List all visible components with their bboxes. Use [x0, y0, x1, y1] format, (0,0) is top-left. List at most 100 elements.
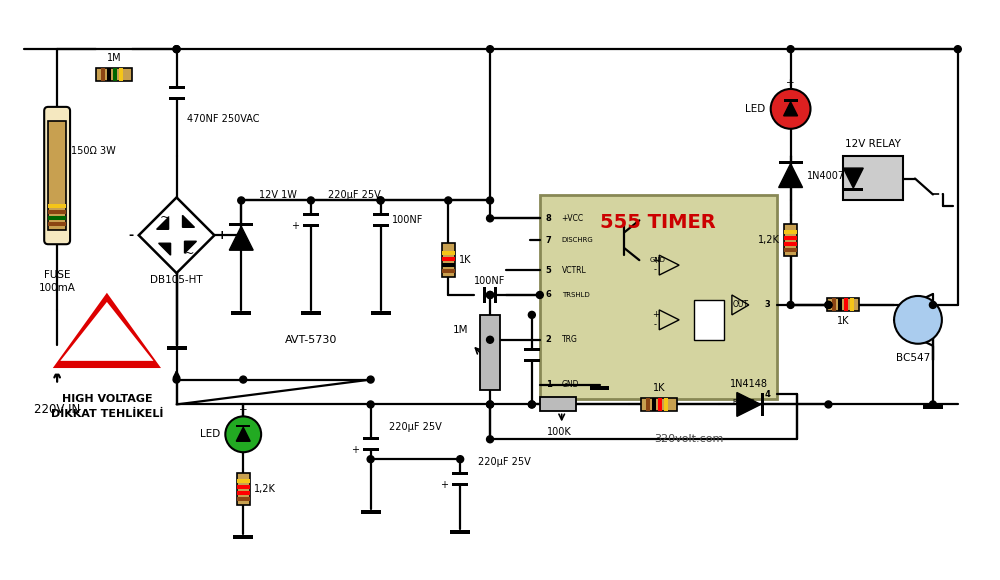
Bar	[363, 437, 379, 440]
Text: 100K: 100K	[547, 427, 572, 437]
Bar	[694, 300, 724, 340]
Bar	[48, 121, 66, 230]
Bar	[779, 161, 803, 164]
Circle shape	[238, 197, 245, 204]
Text: 1K: 1K	[837, 316, 850, 327]
Bar	[832, 299, 836, 311]
Bar	[784, 236, 797, 240]
Circle shape	[487, 336, 494, 343]
Bar	[48, 222, 66, 226]
Bar	[237, 485, 250, 489]
Polygon shape	[157, 218, 169, 229]
Text: DİKKAT TEHLİKELİ: DİKKAT TEHLİKELİ	[51, 409, 163, 419]
Bar	[646, 398, 650, 411]
Text: 220V IN: 220V IN	[34, 403, 80, 416]
Bar	[923, 405, 943, 409]
Circle shape	[377, 197, 384, 204]
Bar	[658, 398, 662, 411]
Text: 7: 7	[546, 235, 552, 245]
Text: DISCHRG: DISCHRG	[562, 237, 593, 243]
Polygon shape	[737, 393, 761, 416]
Bar	[540, 195, 777, 400]
Bar	[442, 269, 455, 273]
Bar	[844, 299, 848, 311]
Bar	[48, 204, 66, 208]
Text: 1N4148: 1N4148	[730, 379, 768, 389]
Bar	[480, 315, 500, 390]
Bar	[48, 216, 66, 220]
Circle shape	[487, 436, 494, 443]
Bar	[237, 497, 250, 501]
Circle shape	[367, 456, 374, 463]
Bar	[119, 68, 123, 81]
Bar	[301, 311, 321, 315]
Text: +: +	[652, 310, 659, 320]
Text: 6: 6	[546, 291, 552, 299]
Bar	[452, 472, 468, 475]
Text: RESET: RESET	[733, 400, 755, 405]
Bar	[167, 346, 187, 350]
Bar	[450, 530, 470, 534]
Circle shape	[487, 292, 494, 299]
Text: 320volt.com: 320volt.com	[654, 434, 724, 444]
Text: +: +	[786, 78, 795, 88]
FancyBboxPatch shape	[44, 107, 70, 244]
Text: 2: 2	[546, 335, 552, 345]
Bar	[169, 86, 185, 89]
Text: 3: 3	[765, 300, 771, 309]
Bar	[303, 213, 319, 216]
Text: 220µF 25V: 220µF 25V	[389, 422, 441, 432]
Bar	[48, 211, 66, 215]
Text: BC547: BC547	[896, 353, 930, 362]
Bar	[96, 68, 132, 81]
Text: +: +	[217, 229, 228, 242]
Bar	[590, 386, 609, 390]
Text: 1N4007: 1N4007	[807, 171, 845, 180]
Bar	[442, 251, 455, 255]
Text: !: !	[99, 333, 117, 371]
Bar	[664, 398, 668, 411]
Text: 470NF 250VAC: 470NF 250VAC	[187, 114, 259, 124]
Text: 1K: 1K	[653, 383, 665, 393]
Circle shape	[173, 46, 180, 53]
Polygon shape	[779, 164, 803, 187]
Polygon shape	[784, 102, 798, 116]
Bar	[169, 97, 185, 100]
Circle shape	[787, 46, 794, 53]
Text: 100mA: 100mA	[39, 283, 76, 293]
Text: 1M: 1M	[107, 53, 121, 63]
Text: +: +	[291, 221, 299, 231]
Text: OUT: OUT	[733, 300, 749, 309]
Bar	[784, 230, 797, 234]
Text: 220µF 25V: 220µF 25V	[478, 457, 531, 467]
Circle shape	[528, 401, 535, 408]
Circle shape	[173, 46, 180, 53]
Circle shape	[536, 292, 543, 299]
Text: 8: 8	[546, 214, 552, 223]
Bar	[237, 491, 250, 495]
Text: ~: ~	[159, 211, 170, 224]
Bar	[237, 473, 250, 505]
Bar	[113, 68, 117, 81]
Bar	[838, 299, 842, 311]
Bar	[363, 448, 379, 451]
Circle shape	[929, 302, 936, 309]
Polygon shape	[843, 168, 863, 188]
Text: LED: LED	[745, 104, 766, 114]
Text: DB105-HT: DB105-HT	[150, 275, 203, 285]
Circle shape	[367, 401, 374, 408]
Circle shape	[954, 46, 961, 53]
Circle shape	[487, 401, 494, 408]
Polygon shape	[139, 197, 214, 273]
Text: FF: FF	[704, 316, 714, 324]
Text: -: -	[654, 266, 657, 274]
Polygon shape	[236, 427, 250, 441]
Circle shape	[240, 376, 247, 383]
Text: HIGH VOLTAGE: HIGH VOLTAGE	[62, 394, 152, 404]
Bar	[237, 479, 250, 483]
Text: +: +	[440, 480, 448, 490]
Bar	[452, 483, 468, 486]
Circle shape	[771, 89, 811, 129]
Bar	[236, 425, 250, 427]
Bar	[442, 243, 455, 277]
